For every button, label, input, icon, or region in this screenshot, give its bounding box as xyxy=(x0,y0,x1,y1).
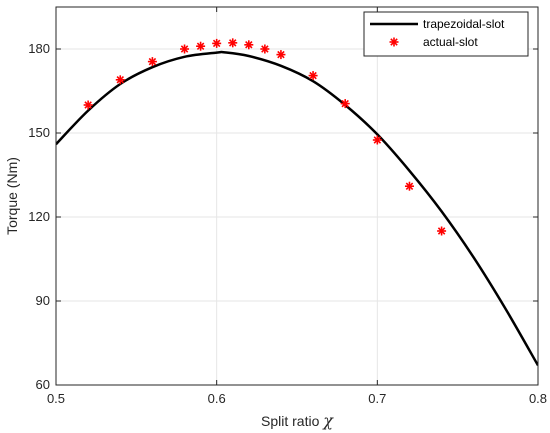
legend: trapezoidal-slot actual-slot xyxy=(363,11,529,57)
y-tick-label: 180 xyxy=(28,41,50,56)
data-point-actual-slot xyxy=(437,226,447,236)
y-tick-label: 90 xyxy=(36,293,50,308)
series-line-trapezoidal-slot xyxy=(56,50,538,367)
x-tick-label: 0.5 xyxy=(47,391,65,406)
y-tick-label: 60 xyxy=(36,377,50,392)
y-axis-label: Torque (Nm) xyxy=(4,157,20,235)
x-axis-symbol: χ xyxy=(322,411,334,430)
data-point-actual-slot xyxy=(212,38,222,48)
plot-frame xyxy=(55,6,539,386)
data-point-actual-slot xyxy=(244,40,254,50)
legend-asterisk xyxy=(389,37,399,47)
legend-marker-swatch xyxy=(389,37,399,47)
data-point-actual-slot xyxy=(260,44,270,54)
data-point-actual-slot xyxy=(147,57,157,67)
legend-label-trapezoidal-slot: trapezoidal-slot xyxy=(423,17,505,31)
x-tick-label: 0.8 xyxy=(529,391,547,406)
x-tick-label: 0.6 xyxy=(208,391,226,406)
y-tick-label: 120 xyxy=(28,209,50,224)
x-tick-label: 0.7 xyxy=(368,391,386,406)
data-point-actual-slot xyxy=(83,100,93,110)
series-layer xyxy=(56,38,538,367)
plot-area xyxy=(56,7,538,385)
grid-lines xyxy=(56,7,538,385)
data-point-actual-slot xyxy=(340,99,350,109)
data-point-actual-slot xyxy=(115,75,125,85)
y-tick-label: 150 xyxy=(28,125,50,140)
data-point-actual-slot xyxy=(228,38,238,48)
legend-box xyxy=(363,11,529,57)
data-point-actual-slot xyxy=(372,135,382,145)
data-point-actual-slot xyxy=(308,71,318,81)
data-point-actual-slot xyxy=(404,181,414,191)
data-point-actual-slot xyxy=(196,41,206,51)
axis-ticks: 0.5 0.6 0.7 0.8 60 90 120 150 180 xyxy=(28,7,547,406)
legend-label-actual-slot: actual-slot xyxy=(423,35,478,49)
x-axis-label: Split ratio χ xyxy=(261,411,334,430)
data-point-actual-slot xyxy=(276,50,286,60)
data-point-actual-slot xyxy=(180,44,190,54)
